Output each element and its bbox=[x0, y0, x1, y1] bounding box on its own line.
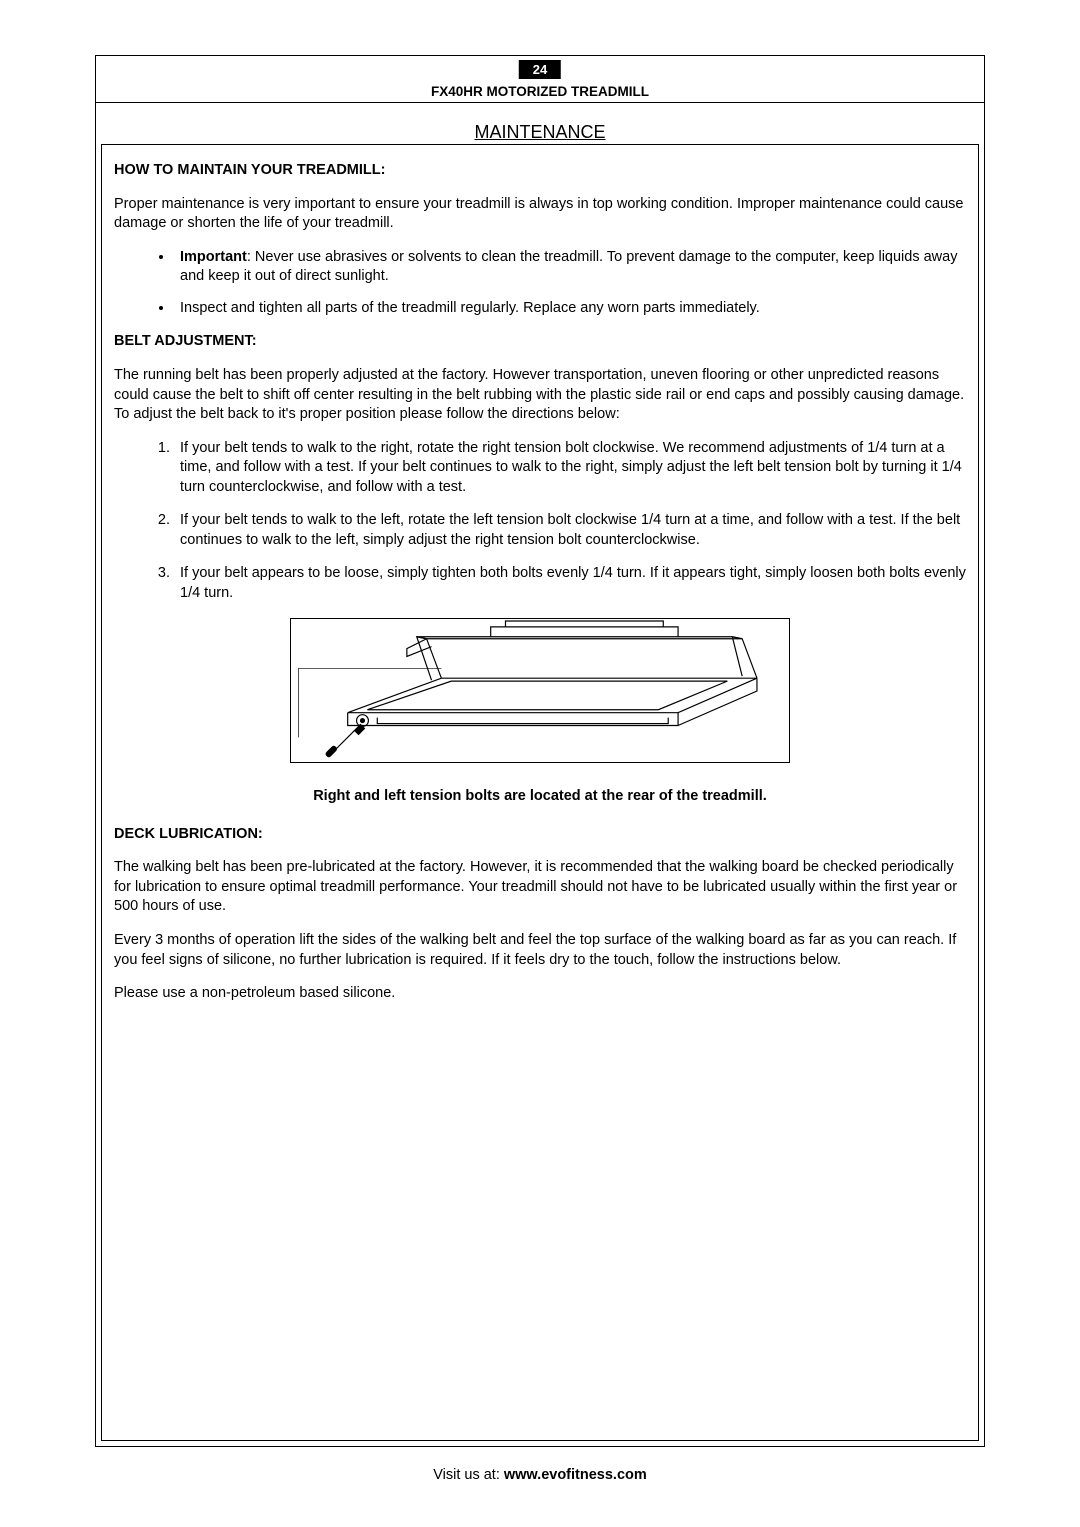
product-title: FX40HR MOTORIZED TREADMILL bbox=[96, 84, 984, 99]
diagram-caption: Right and left tension bolts are located… bbox=[114, 787, 966, 807]
deck-heading-text: DECK LUBRICATION bbox=[114, 826, 258, 842]
deck-heading: DECK LUBRICATION: bbox=[114, 825, 966, 845]
maintain-bullet-1: Important: Never use abrasives or solven… bbox=[174, 248, 966, 287]
treadmill-diagram-wrap bbox=[114, 618, 966, 770]
belt-heading: BELT ADJUSTMENT: bbox=[114, 332, 966, 352]
belt-heading-text: BELT ADJUSTMENT bbox=[114, 333, 252, 349]
page-footer: Visit us at: www.evofitness.com bbox=[0, 1467, 1080, 1483]
treadmill-diagram bbox=[290, 618, 790, 763]
header-divider bbox=[96, 102, 984, 103]
footer-prefix: Visit us at: bbox=[433, 1467, 504, 1483]
content-box: HOW TO MAINTAIN YOUR TREADMILL: Proper m… bbox=[101, 144, 979, 1441]
belt-step-2: If your belt tends to walk to the left, … bbox=[174, 511, 966, 550]
maintain-bullet-1-label: Important bbox=[180, 249, 247, 265]
deck-p2: Every 3 months of operation lift the sid… bbox=[114, 931, 966, 970]
page-number: 24 bbox=[533, 62, 547, 77]
maintain-heading-text: HOW TO MAINTAIN YOUR TREADMILL bbox=[114, 162, 381, 178]
maintain-intro: Proper maintenance is very important to … bbox=[114, 195, 966, 234]
maintain-bullet-2: Inspect and tighten all parts of the tre… bbox=[174, 299, 966, 319]
maintain-bullet-1-text: : Never use abrasives or solvents to cle… bbox=[180, 249, 957, 285]
belt-step-3: If your belt appears to be loose, simply… bbox=[174, 564, 966, 603]
belt-intro: The running belt has been properly adjus… bbox=[114, 366, 966, 425]
section-title: MAINTENANCE bbox=[96, 122, 984, 143]
belt-step-1: If your belt tends to walk to the right,… bbox=[174, 439, 966, 498]
page-number-badge: 24 bbox=[519, 60, 561, 79]
deck-p3: Please use a non-petroleum based silicon… bbox=[114, 984, 966, 1004]
page-border: 24 FX40HR MOTORIZED TREADMILL MAINTENANC… bbox=[95, 55, 985, 1447]
maintain-bullets: Important: Never use abrasives or solven… bbox=[174, 248, 966, 319]
footer-url: www.evofitness.com bbox=[504, 1467, 647, 1483]
belt-steps: If your belt tends to walk to the right,… bbox=[174, 439, 966, 604]
deck-p1: The walking belt has been pre-lubricated… bbox=[114, 858, 966, 917]
maintain-heading: HOW TO MAINTAIN YOUR TREADMILL: bbox=[114, 161, 966, 181]
